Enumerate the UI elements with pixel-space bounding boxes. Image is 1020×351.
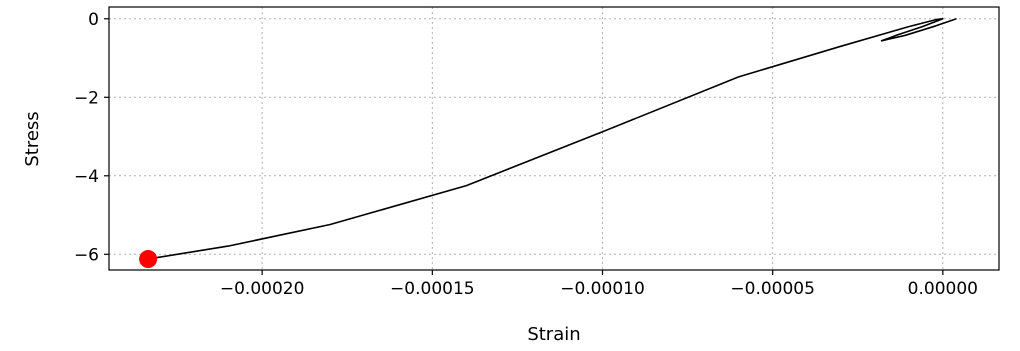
y-axis-label: Stress [22, 111, 43, 166]
x-tick-label: −0.00010 [560, 279, 645, 299]
x-tick-label: −0.00005 [730, 279, 815, 299]
plot-frame [108, 6, 1000, 271]
y-tick-label: −6 [74, 245, 99, 265]
y-tick-label: −2 [74, 88, 99, 108]
grid [109, 7, 999, 270]
x-axis-label: Strain [527, 324, 580, 345]
marker-layer [139, 250, 158, 269]
ticks: −0.00020 −0.00015 −0.00010 −0.00005 0.00000 0… [74, 10, 978, 299]
series-layer [153, 17, 957, 259]
current-point-marker [139, 250, 158, 269]
y-tick-label: 0 [88, 10, 99, 30]
x-tick-label: −0.00020 [220, 279, 305, 299]
x-tick-label: 0.00000 [908, 279, 978, 299]
y-tick-label: −4 [74, 167, 99, 187]
x-tick-label: −0.00015 [390, 279, 475, 299]
series-line [153, 17, 957, 259]
